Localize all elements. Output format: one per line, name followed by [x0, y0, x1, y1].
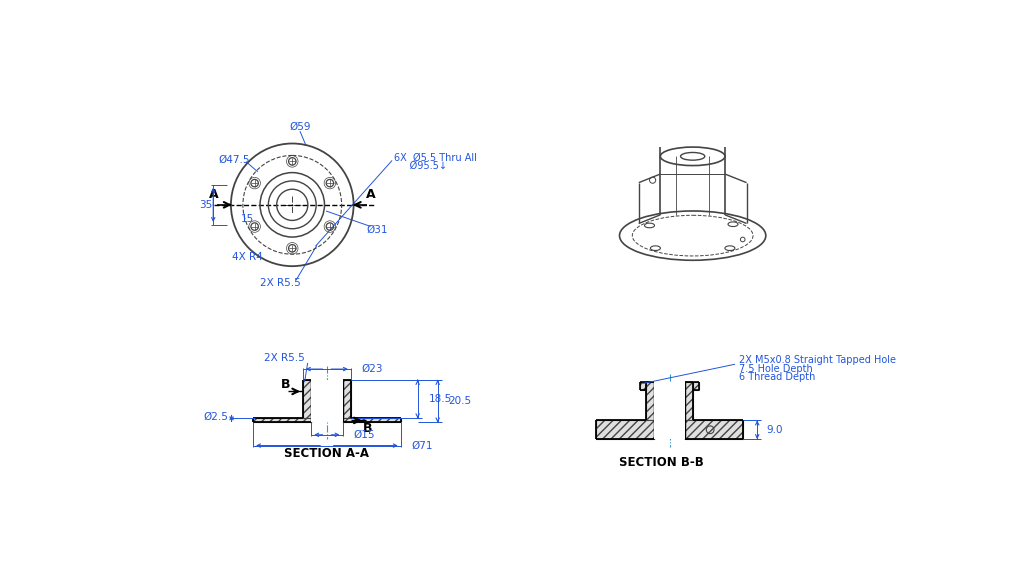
- Text: B: B: [364, 422, 373, 434]
- Bar: [646, 382, 654, 420]
- Text: Ø71: Ø71: [412, 440, 433, 451]
- Text: 7.5 Hole Depth: 7.5 Hole Depth: [739, 364, 813, 374]
- Bar: [640, 382, 646, 390]
- Text: 4X R4: 4X R4: [232, 252, 263, 262]
- Bar: [596, 420, 654, 439]
- Bar: [342, 380, 351, 418]
- Text: Ø15: Ø15: [353, 430, 375, 440]
- Bar: [253, 418, 311, 422]
- Text: A: A: [366, 187, 376, 200]
- Text: 35: 35: [199, 200, 212, 210]
- Text: Ø59: Ø59: [289, 121, 310, 131]
- Text: 18.5: 18.5: [428, 394, 452, 404]
- Bar: [342, 418, 400, 422]
- Text: 6X  Ø5.5 Thru All: 6X Ø5.5 Thru All: [393, 152, 476, 162]
- Text: Ø47.5: Ø47.5: [219, 154, 250, 164]
- Text: 6 Thread Depth: 6 Thread Depth: [739, 373, 815, 383]
- Text: Ø95.5↓: Ø95.5↓: [393, 161, 446, 171]
- Text: 2X M5x0.8 Straight Tapped Hole: 2X M5x0.8 Straight Tapped Hole: [739, 356, 896, 366]
- Text: 20.5: 20.5: [449, 396, 472, 406]
- Text: 15: 15: [242, 214, 255, 224]
- Bar: [303, 380, 311, 418]
- Text: Ø2.5: Ø2.5: [204, 412, 228, 422]
- Bar: [311, 380, 342, 422]
- Bar: [693, 382, 699, 390]
- Text: SECTION B-B: SECTION B-B: [620, 456, 705, 469]
- Text: 2X R5.5: 2X R5.5: [260, 278, 301, 288]
- Bar: [685, 420, 743, 439]
- Text: Ø31: Ø31: [366, 224, 387, 234]
- Text: Ø23: Ø23: [361, 364, 383, 374]
- Text: SECTION A-A: SECTION A-A: [285, 447, 370, 460]
- Bar: [685, 382, 693, 420]
- Text: 9.0: 9.0: [767, 425, 783, 434]
- Text: 2X R5.5: 2X R5.5: [264, 353, 305, 363]
- Text: B: B: [282, 378, 291, 391]
- Bar: [654, 382, 685, 439]
- Text: A: A: [209, 187, 219, 200]
